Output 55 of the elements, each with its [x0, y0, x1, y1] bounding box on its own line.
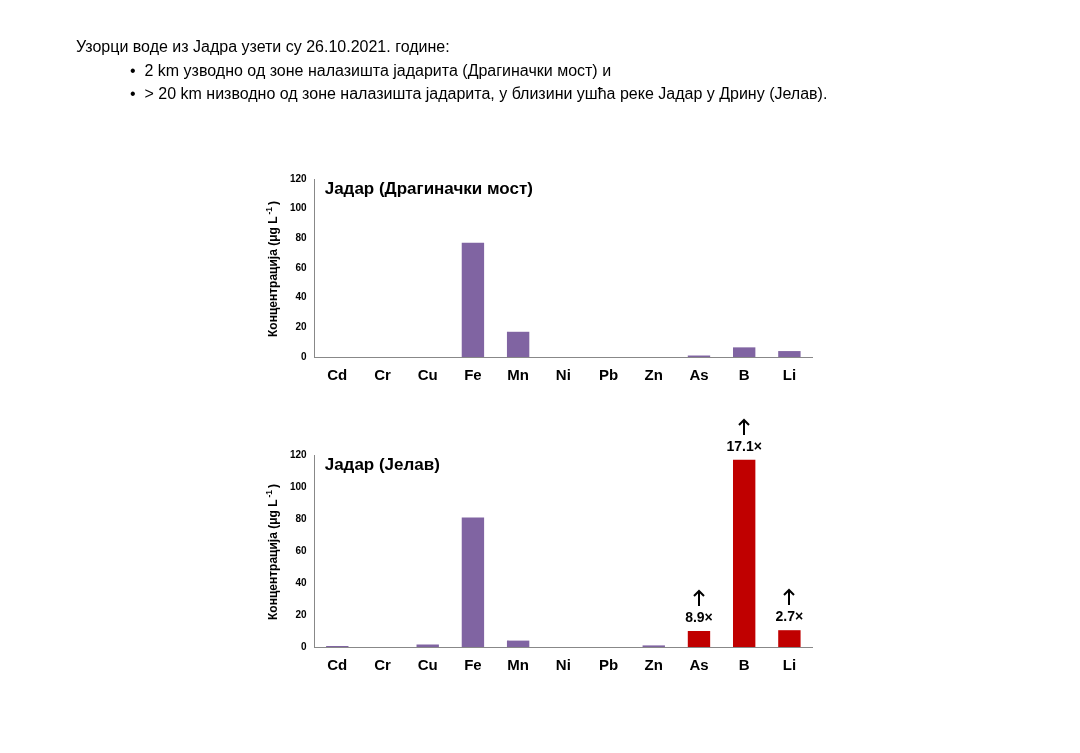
y-tick-label: 60 — [295, 544, 308, 556]
x-tick-label: Pb — [598, 656, 619, 674]
y-tick-label: 20 — [295, 608, 308, 620]
y-tick-label: 80 — [295, 512, 308, 524]
bar — [461, 242, 485, 357]
x-tick-label: Mn — [507, 366, 529, 384]
y-tick-label: 100 — [290, 202, 308, 214]
y-tick-label: 0 — [301, 640, 308, 652]
x-tick-label: Zn — [644, 366, 663, 384]
x-tick-label: As — [689, 366, 709, 384]
x-tick-label: Mn — [507, 656, 529, 674]
x-tick-label: Cd — [327, 656, 348, 674]
x-tick-label: As — [689, 656, 709, 674]
x-tick-label: Cu — [417, 656, 438, 674]
x-tick-label: Ni — [555, 366, 571, 384]
x-tick-label: Cr — [374, 366, 391, 384]
chart-title: Јадар (Јелав) — [324, 455, 440, 475]
x-tick-label: Cd — [327, 366, 348, 384]
x-tick-label: Ni — [555, 656, 571, 674]
x-tick-label: Fe — [464, 366, 482, 384]
annotation: 2.7× — [775, 608, 804, 625]
y-tick-label: 120 — [290, 448, 308, 460]
y-tick-label: 20 — [295, 321, 308, 333]
x-tick-label: Cr — [374, 656, 391, 674]
x-tick-label: Cu — [417, 366, 438, 384]
text: • 2 km узводно од зоне налазишта јадарита (Драгиначки мост) и — [130, 62, 613, 80]
annotation: 17.1× — [726, 437, 762, 454]
y-tick-label: 40 — [295, 576, 308, 588]
y-tick-label: 0 — [301, 350, 308, 362]
y-tick-label: 120 — [290, 172, 308, 184]
y-axis-title: Концентрација (μg L-1) — [264, 484, 281, 620]
bar — [506, 331, 530, 357]
x-tick-label: Zn — [644, 656, 663, 674]
bar — [733, 459, 756, 647]
y-tick-label: 60 — [295, 261, 308, 273]
annotation: 8.9× — [685, 608, 713, 625]
y-tick-label: 80 — [295, 232, 308, 244]
x-tick-label: Fe — [464, 656, 482, 674]
bar — [687, 631, 711, 647]
bar — [506, 640, 530, 647]
text: Узорци воде из Јадра узети су 26.10.2021. године: — [76, 38, 451, 56]
x-tick-label: Li — [782, 366, 797, 384]
x-tick-label: Pb — [598, 366, 619, 384]
chart-title: Јадар (Драгиначки мост) — [324, 179, 533, 199]
x-tick-label: Li — [782, 656, 797, 674]
bar — [778, 351, 801, 357]
bar — [461, 517, 485, 647]
y-tick-label: 100 — [290, 480, 308, 492]
y-tick-label: 40 — [295, 291, 308, 303]
text: • > 20 km низводно од зоне налазишта јадарита, у близини ушћа реке Јадар у Дрину (Јелав). — [130, 85, 828, 103]
y-axis-title: Концентрација (μg L-1) — [264, 201, 281, 337]
x-tick-label: B — [738, 656, 750, 674]
bar — [733, 347, 756, 357]
bar — [778, 630, 801, 647]
x-tick-label: B — [738, 366, 750, 384]
